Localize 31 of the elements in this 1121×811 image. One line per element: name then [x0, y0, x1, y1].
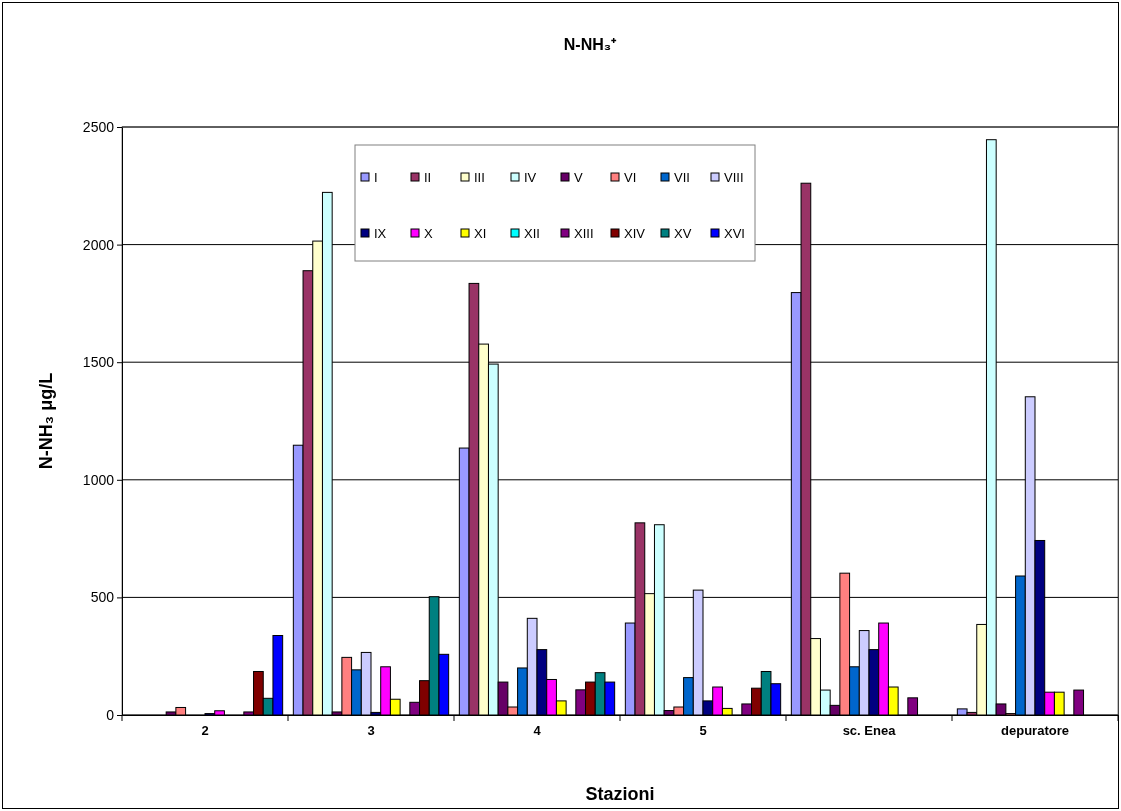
legend-label: XIII: [574, 226, 594, 241]
x-tick-label: depuratore: [1001, 722, 1069, 738]
x-tick-label: 2: [201, 722, 209, 738]
x-tick-label: 3: [367, 722, 375, 738]
y-tick-label: 1500: [82, 354, 115, 371]
x-tick-label: 4: [533, 722, 542, 738]
legend-label: X: [424, 226, 433, 241]
legend-label: III: [474, 170, 485, 185]
legend-label: XVI: [724, 226, 745, 241]
legend-label: VII: [674, 170, 690, 185]
legend-label: IV: [524, 170, 537, 185]
y-tick-label: 2500: [82, 118, 115, 135]
legend-label: VI: [624, 170, 637, 185]
legend-label: XV: [674, 226, 692, 241]
x-axis-title: Stazioni: [585, 784, 655, 804]
legend-label: I: [374, 170, 378, 185]
legend-label: XI: [474, 226, 487, 241]
legend-label: XIV: [624, 226, 646, 241]
y-tick-label: 500: [90, 589, 115, 606]
legend-label: IX: [374, 226, 387, 241]
x-tick-label: sc. Enea: [842, 722, 897, 738]
legend-label: XII: [524, 226, 540, 241]
legend-label: VIII: [724, 170, 744, 185]
x-tick-label: 5: [699, 722, 707, 738]
y-tick-label: 0: [106, 706, 115, 723]
y-axis-title: N-NH₃ μg/L: [36, 372, 56, 470]
chart-title: N-NH₃⁺: [563, 36, 618, 53]
y-tick-label: 2000: [82, 236, 115, 253]
legend-label: II: [424, 170, 432, 185]
y-tick-label: 1000: [82, 471, 115, 488]
legend-label: V: [574, 170, 583, 185]
